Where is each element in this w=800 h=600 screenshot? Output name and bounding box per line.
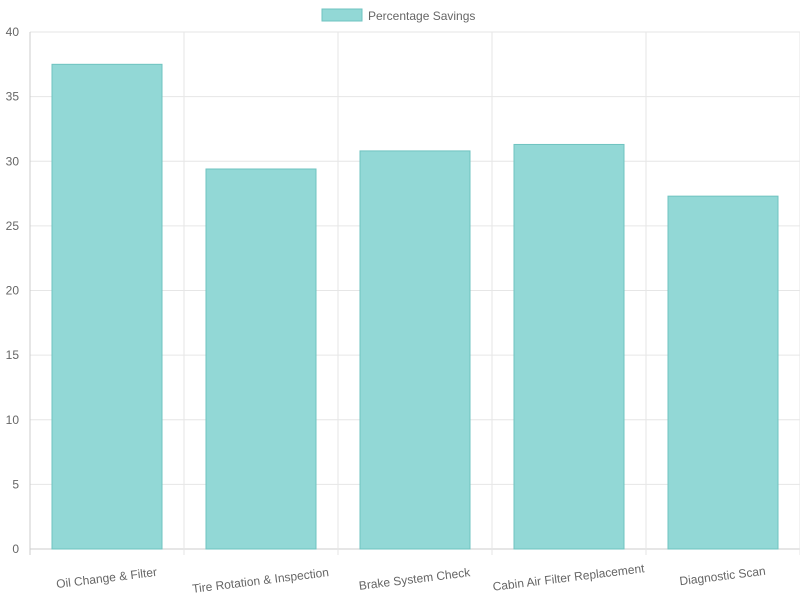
y-tick-label: 0 [12, 542, 19, 556]
y-tick-label: 40 [6, 25, 20, 39]
x-tick-label: Diagnostic Scan [679, 564, 767, 588]
y-tick-label: 25 [6, 219, 20, 233]
legend[interactable]: Percentage Savings [321, 8, 475, 23]
bar[interactable] [205, 168, 317, 550]
bar[interactable] [667, 195, 779, 550]
x-tick-label: Oil Change & Filter [55, 565, 157, 591]
bar[interactable] [51, 63, 163, 550]
y-tick-label: 35 [6, 90, 20, 104]
y-tick-label: 15 [6, 348, 20, 362]
y-tick-label: 5 [12, 477, 19, 491]
x-tick-label: Brake System Check [358, 565, 472, 593]
y-tick-label: 20 [6, 284, 20, 298]
x-tick-label: Cabin Air Filter Replacement [492, 561, 646, 594]
bar[interactable] [513, 143, 625, 550]
bar[interactable] [359, 150, 471, 550]
x-tick-label: Tire Rotation & Inspection [191, 565, 329, 596]
y-tick-label: 10 [6, 413, 20, 427]
y-tick-label: 30 [6, 154, 20, 168]
bars-layer [51, 63, 779, 550]
legend-swatch[interactable] [321, 8, 363, 22]
legend-label[interactable]: Percentage Savings [368, 9, 475, 23]
